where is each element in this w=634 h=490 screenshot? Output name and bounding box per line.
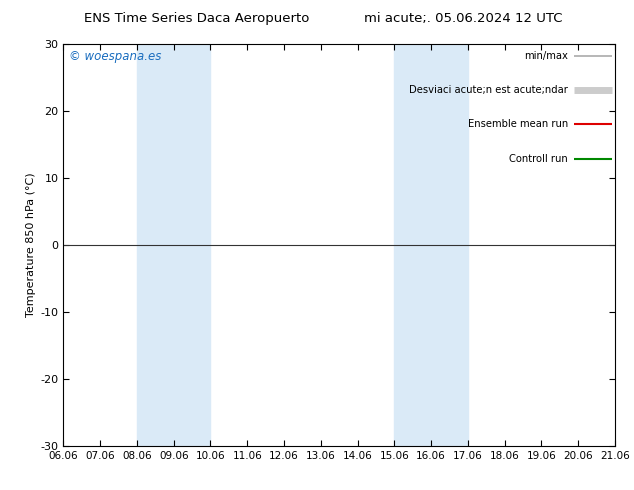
Y-axis label: Temperature 850 hPa (°C): Temperature 850 hPa (°C) [26, 172, 36, 318]
Text: mi acute;. 05.06.2024 12 UTC: mi acute;. 05.06.2024 12 UTC [363, 12, 562, 25]
Text: Controll run: Controll run [509, 153, 568, 164]
Text: Ensemble mean run: Ensemble mean run [468, 120, 568, 129]
Text: min/max: min/max [524, 51, 568, 61]
Bar [394, 44, 468, 446]
Bar [137, 44, 210, 446]
Text: © woespana.es: © woespana.es [69, 50, 161, 63]
Text: Desviaci acute;n est acute;ndar: Desviaci acute;n est acute;ndar [409, 85, 568, 96]
Text: ENS Time Series Daca Aeropuerto: ENS Time Series Daca Aeropuerto [84, 12, 309, 25]
